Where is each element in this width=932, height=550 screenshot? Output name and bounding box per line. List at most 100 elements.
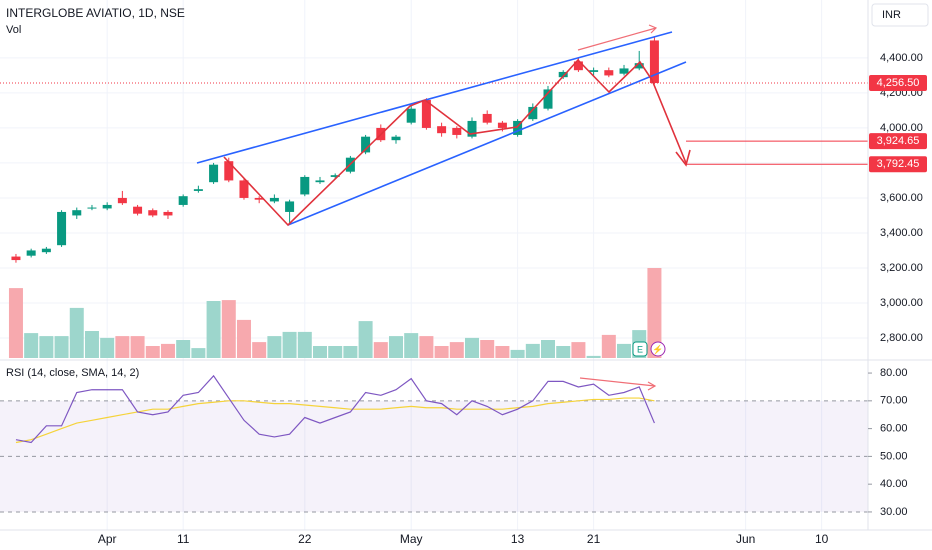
candle-body: [330, 175, 340, 177]
volume-bar: [328, 346, 343, 358]
y-tick-label: 3,200.00: [880, 262, 923, 274]
candle-body: [543, 89, 553, 109]
price-label: 4,256.50: [877, 77, 920, 89]
candle-body: [26, 250, 36, 256]
candle-body: [209, 164, 219, 183]
candle-body: [619, 68, 629, 74]
volume-bar: [525, 343, 540, 358]
y-tick-label: 2,800.00: [880, 332, 923, 344]
candle-body: [634, 63, 644, 69]
x-tick-label: 13: [511, 532, 525, 546]
y-tick-label: 3,400.00: [880, 227, 923, 239]
volume-bar: [84, 331, 99, 358]
channel-lower: [287, 61, 687, 226]
arrow-head: [675, 149, 691, 167]
volume-bar: [24, 333, 39, 358]
dividend-icon[interactable]: [650, 341, 666, 357]
volume-bar: [495, 346, 510, 358]
candle-body: [57, 211, 67, 246]
volume-bar: [571, 342, 586, 358]
price-label-box: [869, 156, 927, 173]
x-tick-label: Jun: [736, 532, 755, 546]
candle-body: [163, 211, 173, 216]
volume-bar: [404, 333, 419, 358]
volume-bar: [282, 331, 297, 358]
volume-label: Vol: [6, 24, 21, 36]
earnings-icon-text: E: [637, 344, 643, 354]
candle-body: [452, 127, 462, 135]
candle-body: [87, 207, 97, 209]
volume-bar: [373, 342, 388, 358]
volume-bar: [191, 348, 206, 358]
volume-bar: [297, 331, 312, 358]
y-tick-label: 70.00: [880, 395, 908, 407]
currency-box[interactable]: [871, 3, 929, 27]
volume-bar: [54, 336, 69, 358]
volume-bar: [176, 340, 191, 358]
volume-bar: [541, 340, 556, 358]
volume-bar: [160, 343, 175, 358]
volume-bar: [100, 337, 115, 358]
channel-upper: [196, 31, 673, 164]
x-tick-label: 21: [587, 532, 601, 546]
candle-body: [391, 136, 401, 141]
x-tick-label: Apr: [98, 532, 117, 546]
candle-body: [558, 71, 568, 78]
volume-bar: [221, 300, 236, 358]
candle-body: [117, 197, 127, 204]
candle-body: [467, 120, 477, 137]
volume-bar: [465, 337, 480, 358]
volume-bar: [586, 355, 601, 358]
candle-body: [421, 99, 431, 128]
candle-body: [513, 120, 523, 135]
event-icons: E ⚡: [632, 341, 666, 357]
earnings-icon[interactable]: [632, 341, 648, 357]
rsi-line: [15, 374, 655, 444]
volume-bar: [510, 349, 525, 358]
volume-bar: [449, 342, 464, 358]
candle-body: [482, 113, 492, 123]
rsi-sma-line: [15, 397, 655, 444]
candle-body: [102, 204, 112, 209]
candle-body: [224, 161, 234, 181]
volume-bar: [480, 340, 495, 358]
candle-body: [148, 210, 158, 216]
candle-body: [300, 176, 310, 195]
candle-body: [285, 201, 295, 212]
volume-bar: [419, 336, 434, 358]
y-tick-label: 40.00: [880, 478, 908, 490]
volume-bar: [388, 336, 403, 358]
dividend-icon-text: ⚡: [652, 343, 663, 355]
candle-body: [269, 197, 279, 202]
volume-bar: [601, 334, 616, 358]
candle-body: [528, 106, 538, 120]
currency: INR: [882, 9, 901, 21]
candle-body: [406, 108, 416, 123]
volume-bar: [343, 346, 358, 358]
chart-title: INTERGLOBE AVIATIO, 1D, NSE: [6, 6, 185, 20]
x-tick-label: 10: [815, 532, 829, 546]
y-tick-label: 4,400.00: [880, 52, 923, 64]
volume-bar: [8, 288, 23, 358]
volume-bar: [39, 336, 54, 358]
candle-body: [193, 189, 203, 191]
candle-body: [573, 61, 583, 71]
candle-body: [315, 180, 325, 183]
price-label: 3,924.65: [877, 135, 920, 147]
candle-body: [649, 40, 659, 84]
volume-bar: [312, 346, 327, 358]
volume-bar: [252, 342, 267, 358]
volume-bar: [434, 346, 449, 358]
zigzag: [223, 58, 687, 227]
candle-body: [361, 136, 371, 153]
volume-bar: [206, 301, 221, 358]
price-label-box: [869, 75, 927, 92]
candle-body: [11, 256, 21, 261]
candle-body: [178, 196, 188, 205]
volume-bar: [556, 346, 571, 358]
candle-body: [72, 210, 82, 216]
rsi-title: RSI (14, close, SMA, 14, 2): [6, 367, 139, 379]
y-tick-label: 3,600.00: [880, 192, 923, 204]
